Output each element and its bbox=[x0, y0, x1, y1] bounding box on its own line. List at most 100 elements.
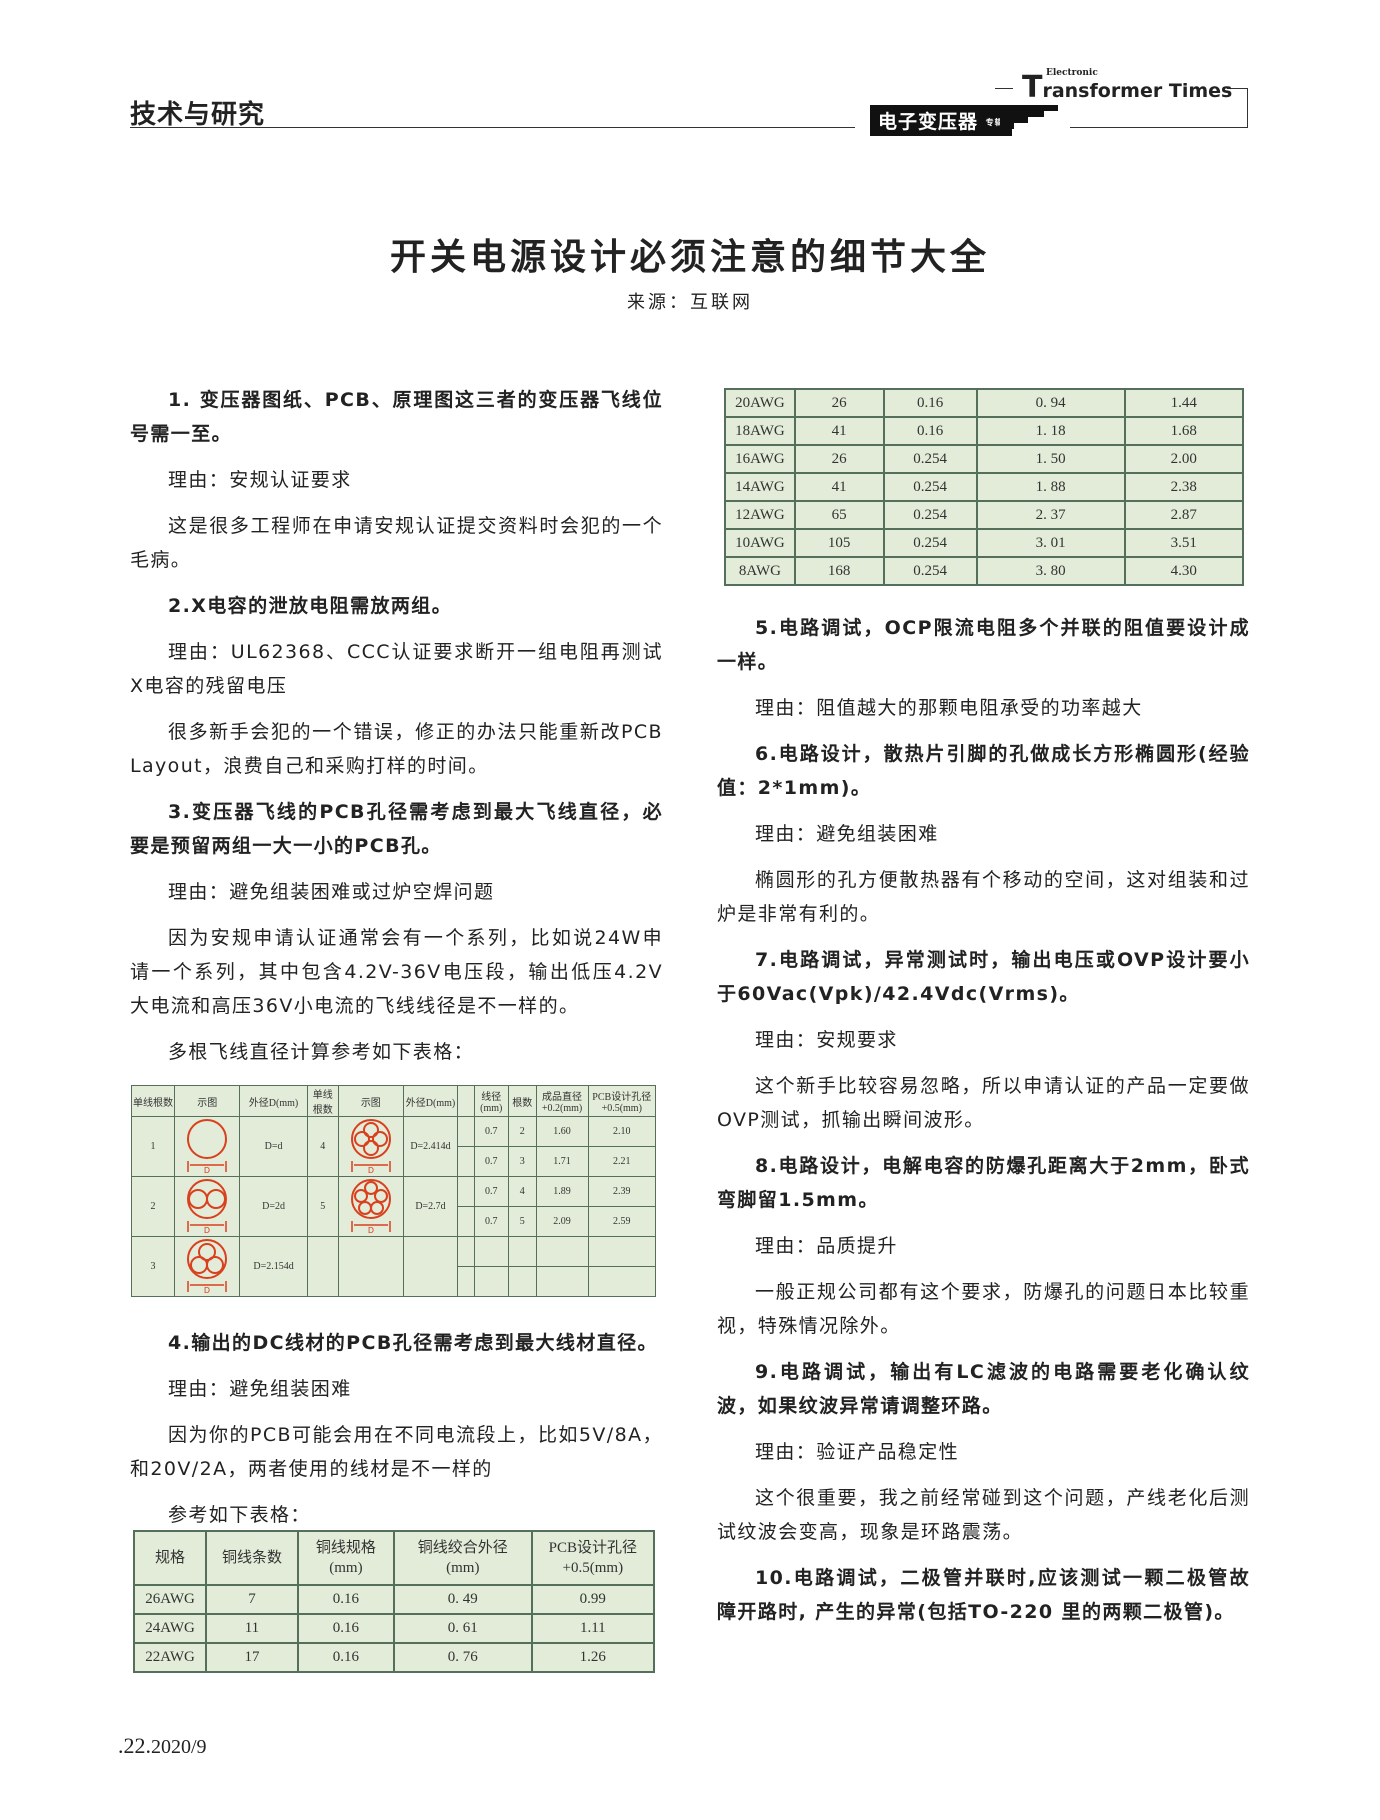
table-cell: 3.51 bbox=[1123, 528, 1245, 558]
table-row: 16AWG 26 0.254 1. 50 2.00 bbox=[724, 444, 1245, 474]
page-number: .22. bbox=[118, 1733, 151, 1758]
section-heading: 5.电路调试，OCP限流电阻多个并联的阻值要设计成一样。 bbox=[717, 617, 1250, 674]
body-paragraph: 理由：避免组装困难 bbox=[755, 822, 939, 845]
table-cell: 3 bbox=[130, 1236, 176, 1297]
table-header: 单线根数 bbox=[130, 1085, 176, 1117]
table-cell: 17 bbox=[205, 1642, 299, 1673]
table-row: 18AWG 41 0.16 1. 18 1.68 bbox=[724, 416, 1245, 446]
logo-initial: T bbox=[1022, 70, 1043, 105]
table-row bbox=[132, 1266, 656, 1297]
table-cell bbox=[587, 1236, 656, 1267]
table-cell: 20AWG bbox=[724, 388, 796, 418]
table-row: 10AWG 105 0.254 3. 01 3.51 bbox=[724, 528, 1245, 558]
table-cell: 0.16 bbox=[296, 1613, 395, 1644]
strand-diagram-icon: D bbox=[187, 1179, 228, 1235]
table-cell: 22AWG bbox=[132, 1642, 208, 1673]
svg-text:D: D bbox=[368, 1226, 374, 1233]
table-cell: 5 bbox=[507, 1206, 537, 1237]
body-paragraph: 因为安规申请认证通常会有一个系列，比如说24W申请一个系列，其中包含4.2V-3… bbox=[130, 926, 663, 1018]
table-cell: 0.254 bbox=[882, 528, 978, 558]
left-column: 1. 变压器图纸、PCB、原理图这三者的变压器飞线位号需一至。理由：安规认证要求… bbox=[130, 383, 663, 1544]
strand-diagram-icon: D bbox=[350, 1119, 391, 1175]
table-cell: D=2.414d bbox=[402, 1116, 459, 1177]
table-cell: 26 bbox=[793, 388, 885, 418]
table-header: 外径D(mm) bbox=[402, 1085, 459, 1117]
table-cell: D=2d bbox=[239, 1176, 308, 1237]
table-cell: 26 bbox=[793, 444, 885, 474]
table-cell: 105 bbox=[793, 528, 885, 558]
table-row: 20AWG 26 0.16 0. 94 1.44 bbox=[724, 388, 1245, 418]
strand-diameter-table: 单线根数 示图 外径D(mm) 单线根数 示图 外径D(mm) 线径(mm) 根数 成品直径+0… bbox=[130, 1085, 656, 1297]
table-cell: 1. 18 bbox=[975, 416, 1126, 446]
table-header: 铜线绞合外径 (mm) bbox=[392, 1530, 533, 1586]
strand-diagram: D bbox=[174, 1176, 241, 1237]
strand-diagram: D bbox=[337, 1176, 404, 1237]
svg-text:D: D bbox=[204, 1166, 210, 1173]
table-cell: 1.89 bbox=[535, 1176, 589, 1207]
table-cell: 2. 37 bbox=[975, 500, 1126, 530]
table-cell: 5 bbox=[306, 1176, 339, 1237]
magazine-logo-en: Electronic Transformer Times bbox=[1022, 68, 1233, 105]
table-cell: 12AWG bbox=[724, 500, 796, 530]
body-paragraph: 多根飞线直径计算参考如下表格： bbox=[168, 1041, 475, 1064]
strand-diagram-icon: D bbox=[350, 1179, 391, 1235]
logo-cn-tag: 专辑 bbox=[985, 118, 1004, 127]
table-header: 示图 bbox=[337, 1085, 404, 1117]
table-header: 外径D(mm) bbox=[239, 1085, 308, 1117]
table-row: 12AWG 65 0.254 2. 37 2.87 bbox=[724, 500, 1245, 530]
issue-date: 2020/9 bbox=[151, 1736, 207, 1758]
table-cell: 0. 61 bbox=[392, 1613, 533, 1644]
body-paragraph: 理由：安规认证要求 bbox=[168, 469, 352, 492]
section-heading: 7.电路调试，异常测试时，输出电压或OVP设计要小于60Vac(Vpk)/42.… bbox=[717, 948, 1250, 1006]
table-cell bbox=[507, 1266, 537, 1297]
table-header: 铜线规格 (mm) bbox=[296, 1530, 395, 1586]
table-cell: 2.10 bbox=[587, 1116, 656, 1147]
section-heading: 6.电路设计，散热片引脚的孔做成长方形椭圆形(经验值：2*1mm)。 bbox=[717, 742, 1250, 800]
table-cell: 168 bbox=[793, 556, 885, 586]
table-cell bbox=[457, 1176, 475, 1207]
header-rule-vertical bbox=[1247, 88, 1248, 128]
table-cell: 16AWG bbox=[724, 444, 796, 474]
table-cell: 2.38 bbox=[1123, 472, 1245, 502]
table-cell: D=d bbox=[239, 1116, 308, 1177]
table-cell: 2.39 bbox=[587, 1176, 656, 1207]
table-cell: 1.71 bbox=[535, 1146, 589, 1177]
table-cell: 1.60 bbox=[535, 1116, 589, 1147]
section-heading: 1. 变压器图纸、PCB、原理图这三者的变压器飞线位号需一至。 bbox=[130, 389, 663, 446]
table-cell: 41 bbox=[793, 472, 885, 502]
table-header: PCB设计孔径 +0.5(mm) bbox=[530, 1530, 656, 1586]
table-cell: 10AWG bbox=[724, 528, 796, 558]
logo-rest: ransformer Times bbox=[1042, 80, 1233, 102]
table-cell bbox=[587, 1266, 656, 1297]
body-paragraph: 理由：验证产品稳定性 bbox=[755, 1440, 960, 1463]
strand-diagram: D bbox=[174, 1116, 241, 1177]
table-cell: 41 bbox=[793, 416, 885, 446]
table-cell: D=2.154d bbox=[239, 1236, 308, 1297]
table-cell: 4 bbox=[507, 1176, 537, 1207]
table-cell bbox=[473, 1236, 509, 1267]
table-cell: 0.16 bbox=[882, 416, 978, 446]
table-row: 3 D D=2.154d bbox=[130, 1236, 656, 1297]
table-cell: 0.7 bbox=[473, 1116, 509, 1147]
table-cell bbox=[457, 1206, 475, 1237]
page-footer: .22.2020/9 bbox=[118, 1733, 207, 1759]
article-source: 来源：互联网 bbox=[627, 292, 753, 313]
awg-table-part2: 20AWG 26 0.16 0. 94 1.44 18AWG 41 0.16 1. 18 1.68… bbox=[724, 388, 1245, 586]
table-cell: 1. 50 bbox=[975, 444, 1126, 474]
table-cell: 1. 88 bbox=[975, 472, 1126, 502]
table-cell: 0.16 bbox=[296, 1642, 395, 1673]
section-heading: 10.电路调试，二极管并联时,应该测试一颗二极管故障开路时, 产生的异常(包括T… bbox=[717, 1566, 1250, 1624]
header-rule-dash bbox=[995, 88, 1013, 89]
table-cell bbox=[535, 1236, 589, 1267]
body-paragraph: 参考如下表格： bbox=[168, 1503, 311, 1526]
table-header: 线径(mm) bbox=[473, 1085, 509, 1117]
table-cell: 0.254 bbox=[882, 472, 978, 502]
table-row: 24AWG 11 0.16 0. 61 1.11 bbox=[132, 1613, 656, 1644]
table-cell bbox=[535, 1266, 589, 1297]
table-cell: 2.00 bbox=[1123, 444, 1245, 474]
table-cell: D=2.7d bbox=[402, 1176, 459, 1237]
strand-diagram-icon: D bbox=[187, 1239, 228, 1295]
logo-cn-text: 电子变压器 bbox=[878, 111, 979, 133]
body-paragraph: 因为你的PCB可能会用在不同电流段上，比如5V/8A，和20V/2A，两者使用的… bbox=[130, 1423, 663, 1480]
body-paragraph: 理由：UL62368、CCC认证要求断开一组电阻再测试X电容的残留电压 bbox=[130, 640, 663, 698]
